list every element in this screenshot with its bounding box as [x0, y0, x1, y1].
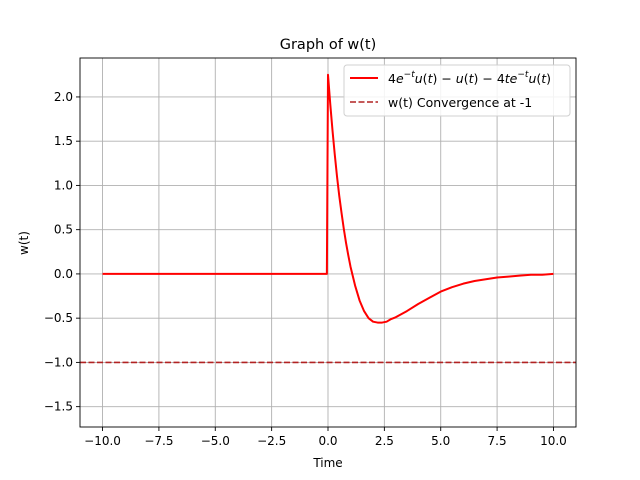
- x-tick-label: −10.0: [84, 434, 121, 448]
- series-layer: [80, 73, 576, 364]
- x-tick-label: 2.5: [375, 434, 394, 448]
- x-tick-label: 10.0: [540, 434, 567, 448]
- x-tick-label: 0.0: [318, 434, 337, 448]
- legend: 4e−tu(t) − u(t) − 4te−tu(t) w(t) Converg…: [343, 64, 571, 117]
- x-tick-label: −5.0: [201, 434, 230, 448]
- y-axis-label: w(t): [17, 231, 31, 255]
- y-tick-label: 0.0: [54, 267, 73, 281]
- series-line-w: [102, 73, 554, 324]
- y-axis-ticks: 2.0 1.5 1.0 0.5 0.0 −0.5 −1.0 −1.5: [44, 90, 80, 414]
- legend-box: [343, 64, 571, 117]
- x-tick-label: 5.0: [431, 434, 450, 448]
- y-tick-label: 2.0: [54, 90, 73, 104]
- y-tick-label: 1.5: [54, 134, 73, 148]
- x-axis-ticks: −10.0 −7.5 −5.0 −2.5 0.0 2.5 5.0 7.5 10.0: [84, 427, 567, 448]
- legend-label-series-1: 4e−tu(t) − u(t) − 4te−tu(t): [388, 70, 551, 86]
- y-tick-label: 0.5: [54, 223, 73, 237]
- y-tick-label: −1.5: [44, 400, 73, 414]
- y-tick-label: −1.0: [44, 355, 73, 369]
- y-tick-label: 1.0: [54, 178, 73, 192]
- legend-label-series-2: w(t) Convergence at -1: [388, 95, 532, 110]
- x-tick-label: −2.5: [257, 434, 286, 448]
- x-tick-label: 7.5: [488, 434, 507, 448]
- y-tick-label: −0.5: [44, 311, 73, 325]
- chart-title: Graph of w(t): [280, 37, 377, 53]
- x-tick-label: −7.5: [144, 434, 173, 448]
- x-axis-label: Time: [312, 456, 342, 470]
